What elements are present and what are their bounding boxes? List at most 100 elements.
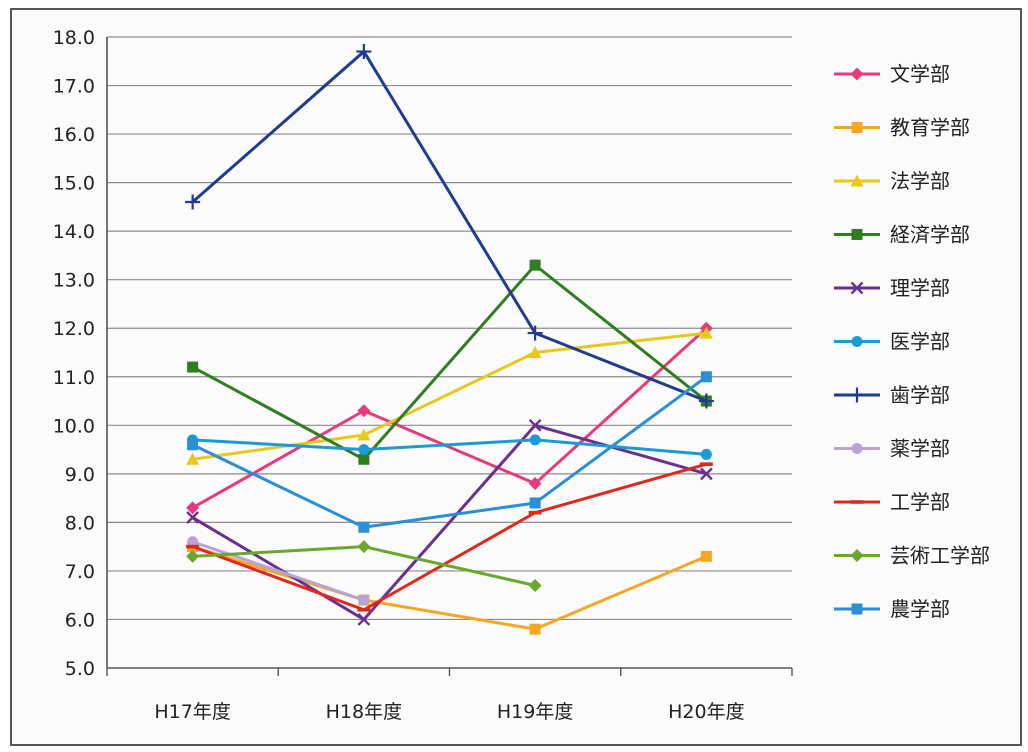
series-2	[187, 541, 712, 635]
legend-entry: 理学部	[834, 276, 950, 300]
series-1	[186, 321, 713, 515]
line-chart: 5.0 6.0 7.0 8.0 9.0 10.0 11.0 12.0 13.0 14.0 15.0 1…	[53, 27, 990, 723]
legend-label: 農学部	[890, 597, 950, 621]
data-point	[529, 434, 541, 446]
legend-entry: 文学部	[834, 62, 950, 86]
series-line	[191, 327, 708, 510]
data-point	[357, 540, 371, 554]
data-point	[528, 510, 542, 515]
data-point	[358, 521, 370, 533]
series-10	[186, 540, 542, 592]
x-tick-label: H20年度	[668, 701, 744, 723]
legend-entry: 歯学部	[834, 383, 950, 407]
legend-marker	[851, 229, 863, 240]
data-point	[357, 404, 371, 418]
series-7	[185, 44, 714, 409]
y-tick-label: 14.0	[53, 221, 95, 243]
data-point	[529, 623, 541, 635]
data-point	[528, 578, 542, 592]
series-line	[192, 540, 365, 602]
y-tick-label: 9.0	[65, 464, 95, 486]
series-5	[186, 418, 713, 626]
y-tick-label: 13.0	[53, 270, 95, 292]
data-point	[357, 607, 371, 612]
legend-label: 歯学部	[890, 383, 950, 407]
y-tick-label: 12.0	[53, 318, 95, 340]
data-point	[186, 452, 200, 465]
data-point	[358, 594, 370, 606]
y-tick-label: 7.0	[65, 561, 95, 583]
data-point	[698, 393, 714, 409]
x-axis-ticks: H17年度 H18年度 H19年度 H20年度	[154, 701, 744, 723]
legend-marker	[850, 500, 864, 504]
series-line	[192, 545, 707, 631]
legend-label: 芸術工学部	[890, 544, 990, 568]
series-line	[191, 263, 708, 461]
series-line	[191, 423, 707, 621]
series-8	[187, 536, 370, 606]
data-point	[357, 613, 371, 626]
y-tick-label: 16.0	[53, 124, 95, 146]
y-tick-label: 6.0	[65, 609, 95, 631]
data-point	[186, 501, 200, 515]
legend-label: 医学部	[890, 330, 950, 354]
data-point	[186, 511, 199, 524]
legend-marker	[851, 603, 863, 615]
y-axis-ticks: 5.0 6.0 7.0 8.0 9.0 10.0 11.0 12.0 13.0 14.0 15.0 1…	[53, 27, 95, 680]
series-11	[187, 371, 712, 533]
data-point	[528, 418, 542, 432]
data-point	[185, 194, 201, 210]
legend-label: 教育学部	[890, 116, 970, 140]
legend-label: 薬学部	[890, 437, 950, 461]
legend-entry: 農学部	[834, 597, 950, 621]
data-point	[358, 453, 370, 465]
series-line	[192, 438, 707, 456]
legend-marker	[851, 443, 863, 454]
legend-entry: 工学部	[834, 490, 950, 514]
data-point	[358, 444, 370, 456]
y-tick-label: 17.0	[53, 76, 95, 98]
x-tick-label: H17年度	[154, 701, 230, 723]
legend-label: 法学部	[890, 169, 950, 193]
data-point	[186, 549, 200, 563]
legend-label: 経済学部	[890, 223, 970, 247]
x-tick-label: H19年度	[497, 701, 573, 723]
legend-marker	[850, 281, 864, 295]
chart-frame: 5.0 6.0 7.0 8.0 9.0 10.0 11.0 12.0 13.0 14.0 15.0 1…	[10, 8, 1022, 746]
legend-marker	[851, 122, 863, 133]
series-lines	[185, 44, 714, 635]
data-point	[187, 439, 199, 451]
x-tick-label: H18年度	[326, 701, 402, 723]
legend-entry: 経済学部	[834, 223, 970, 247]
legend-marker	[851, 336, 863, 347]
legend-label: 文学部	[890, 62, 950, 86]
y-tick-label: 5.0	[65, 658, 95, 680]
legend-marker	[849, 387, 865, 403]
series-line	[191, 50, 707, 403]
data-point	[527, 325, 543, 341]
legend-entry: 医学部	[834, 330, 950, 354]
data-point	[356, 44, 372, 60]
legend-label: 工学部	[890, 490, 950, 514]
data-point	[700, 448, 712, 460]
data-point	[700, 371, 712, 383]
data-point	[699, 462, 713, 466]
series-line	[192, 462, 707, 612]
legend-entry: 芸術工学部	[834, 544, 990, 568]
data-point	[529, 259, 541, 271]
y-tick-label: 11.0	[53, 367, 95, 389]
legend-entry: 薬学部	[834, 437, 950, 461]
series-3	[186, 326, 713, 465]
data-point	[529, 497, 541, 509]
data-point	[700, 550, 712, 562]
legend-label: 理学部	[890, 276, 950, 300]
legend-marker	[850, 67, 864, 81]
data-point	[700, 467, 713, 481]
series-line	[191, 375, 708, 529]
series-6	[187, 434, 712, 460]
y-tick-label: 10.0	[53, 415, 95, 437]
legend-marker	[850, 174, 864, 187]
y-tick-label: 15.0	[53, 173, 95, 195]
series-line	[192, 331, 707, 461]
